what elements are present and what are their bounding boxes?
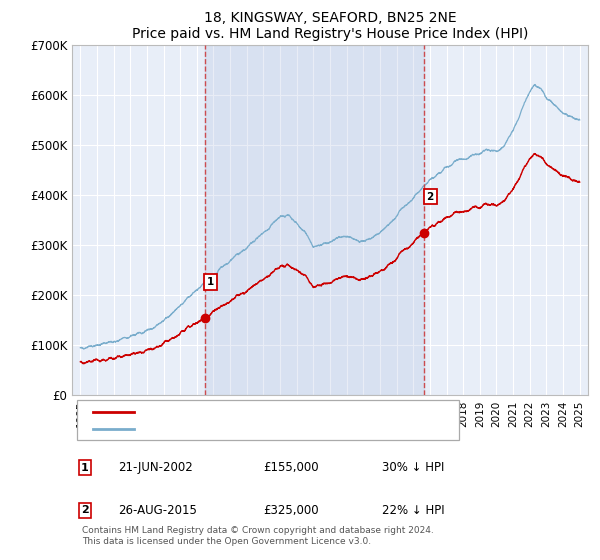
Text: 22% ↓ HPI: 22% ↓ HPI [382, 504, 444, 517]
Text: 2: 2 [81, 506, 89, 515]
Text: 18, KINGSWAY, SEAFORD, BN25 2NE (detached house): 18, KINGSWAY, SEAFORD, BN25 2NE (detache… [144, 407, 449, 417]
Text: 26-AUG-2015: 26-AUG-2015 [118, 504, 197, 517]
Text: 2: 2 [427, 192, 434, 202]
Text: HPI: Average price, detached house, Lewes: HPI: Average price, detached house, Lewe… [144, 424, 385, 434]
FancyBboxPatch shape [77, 400, 459, 440]
Text: 1: 1 [81, 463, 89, 473]
Text: 21-JUN-2002: 21-JUN-2002 [118, 461, 193, 474]
Text: 1: 1 [207, 277, 214, 287]
Text: Contains HM Land Registry data © Crown copyright and database right 2024.
This d: Contains HM Land Registry data © Crown c… [82, 526, 434, 546]
Title: 18, KINGSWAY, SEAFORD, BN25 2NE
Price paid vs. HM Land Registry's House Price In: 18, KINGSWAY, SEAFORD, BN25 2NE Price pa… [132, 11, 528, 41]
Text: £325,000: £325,000 [263, 504, 319, 517]
Text: £155,000: £155,000 [263, 461, 319, 474]
Text: 30% ↓ HPI: 30% ↓ HPI [382, 461, 444, 474]
Bar [205, 45, 424, 395]
